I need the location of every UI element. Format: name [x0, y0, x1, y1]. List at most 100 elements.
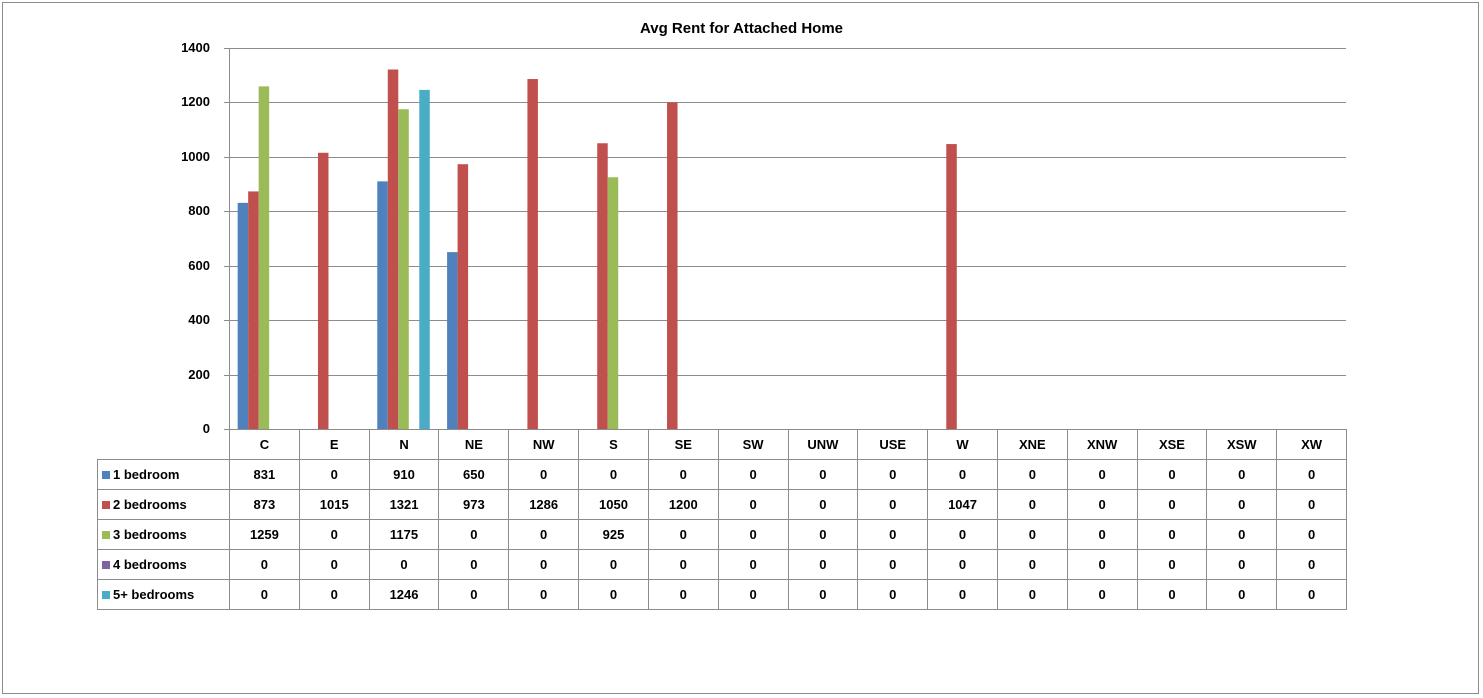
bar	[248, 191, 259, 429]
data-cell: 0	[1276, 549, 1347, 580]
data-cell: 0	[508, 549, 580, 580]
bar	[667, 102, 678, 429]
y-tick-label: 1400	[181, 40, 210, 55]
data-cell: 0	[1136, 519, 1208, 550]
data-cell: 0	[787, 489, 859, 520]
table-row: 1 bedroom 831 0 910 650 0 0 0 0 0 0 0 0 0 0 0 0	[97, 459, 1347, 490]
data-cell: 0	[927, 459, 998, 490]
data-cell: 0	[647, 549, 719, 580]
data-cell: 0	[508, 579, 580, 610]
data-table-header: C E N NE NW S SE SW UNW USE W XNE XNW XSE XSW XW	[97, 429, 1347, 460]
data-cell: 0	[717, 489, 789, 520]
x-tick-label: SW	[717, 429, 789, 460]
data-cell: 0	[1206, 579, 1278, 610]
data-cell: 0	[438, 579, 510, 610]
data-cell: 0	[647, 519, 719, 550]
data-cell: 1259	[229, 519, 300, 550]
data-table: C E N NE NW S SE SW UNW USE W XNE XNW XSE XSW XW 1 bedr…	[97, 429, 1347, 610]
data-cell: 0	[996, 549, 1068, 580]
legend-label: 3 bedrooms	[113, 527, 187, 542]
data-cell: 0	[298, 579, 370, 610]
data-cell: 1200	[647, 489, 719, 520]
data-cell: 0	[578, 579, 649, 610]
data-cell: 0	[1206, 549, 1278, 580]
data-cell: 650	[438, 459, 510, 490]
table-corner	[97, 429, 230, 460]
bar	[377, 181, 388, 429]
data-cell: 0	[508, 459, 580, 490]
data-cell: 0	[578, 549, 649, 580]
data-cell: 1047	[927, 489, 998, 520]
data-cell: 0	[1276, 579, 1347, 610]
data-cell: 1321	[368, 489, 440, 520]
bar	[527, 79, 538, 429]
data-cell: 0	[857, 519, 929, 550]
data-cell: 831	[229, 459, 300, 490]
x-tick-label: XW	[1276, 429, 1347, 460]
data-cell: 1015	[298, 489, 370, 520]
data-cell: 0	[787, 549, 859, 580]
legend-label: 5+ bedrooms	[113, 587, 195, 602]
data-cell: 0	[996, 489, 1068, 520]
data-cell: 0	[298, 459, 370, 490]
table-row: 2 bedrooms 873 1015 1321 973 1286 1050 1200 0 0 0 1…	[97, 489, 1347, 520]
data-cell: 0	[717, 549, 789, 580]
legend-entry: 5+ bedrooms	[97, 579, 230, 610]
bar	[237, 202, 249, 429]
data-cell: 0	[1066, 579, 1138, 610]
bar	[447, 252, 458, 429]
chart-title: Avg Rent for Attached Home	[639, 20, 844, 37]
data-cell: 0	[1276, 459, 1347, 490]
x-tick-label: NW	[508, 429, 580, 460]
data-cell: 0	[1206, 519, 1278, 550]
data-cell: 0	[996, 579, 1068, 610]
data-cell: 0	[857, 549, 929, 580]
data-cell: 0	[647, 579, 719, 610]
data-cell: 0	[1136, 459, 1208, 490]
data-cell: 0	[578, 459, 649, 490]
data-cell: 0	[717, 459, 789, 490]
data-cell: 0	[1136, 489, 1208, 520]
data-cell: 1246	[368, 579, 440, 610]
y-tick-label: 600	[188, 257, 210, 273]
data-cell: 0	[298, 549, 370, 580]
legend-entry: 1 bedroom	[97, 459, 230, 490]
data-cell: 925	[578, 519, 649, 550]
data-cell: 873	[229, 489, 300, 520]
data-cell: 0	[996, 459, 1068, 490]
data-cell: 0	[1066, 489, 1138, 520]
bar	[398, 109, 409, 429]
data-cell: 0	[1136, 549, 1208, 580]
bar	[419, 89, 430, 429]
x-tick-label: SE	[647, 429, 719, 460]
x-tick-label: UNW	[787, 429, 859, 460]
data-cell: 0	[996, 519, 1068, 550]
data-cell: 0	[1276, 489, 1347, 520]
bar	[457, 164, 469, 429]
bar	[317, 152, 329, 429]
y-tick-label: 200	[188, 366, 210, 382]
data-cell: 0	[438, 519, 510, 550]
x-tick-label: XNE	[996, 429, 1068, 460]
bar	[946, 144, 957, 430]
table-row: 4 bedrooms 0 0 0 0 0 0 0 0 0 0 0 0 0 0 0 0	[97, 549, 1347, 580]
data-cell: 0	[229, 549, 300, 580]
x-tick-label: E	[298, 429, 370, 460]
data-cell: 0	[927, 579, 998, 610]
y-tick-label: 800	[188, 203, 210, 219]
y-tick-label: 0	[202, 421, 210, 436]
x-tick-label: NE	[438, 429, 510, 460]
data-cell: 0	[857, 459, 929, 490]
x-tick-label: C	[229, 429, 300, 460]
table-row: 3 bedrooms 1259 0 1175 0 0 925 0 0 0 0 0 0 0 0 0 0	[97, 519, 1347, 550]
data-cell: 0	[857, 579, 929, 610]
legend-key	[102, 561, 110, 569]
y-tick-label: 1200	[181, 94, 210, 110]
x-tick-label: S	[578, 429, 649, 460]
x-tick-label: XNW	[1066, 429, 1138, 460]
data-cell: 0	[298, 519, 370, 550]
x-tick-label: N	[368, 429, 440, 460]
legend-key	[102, 591, 110, 599]
data-cell: 0	[1066, 459, 1138, 490]
x-tick-label: XSW	[1206, 429, 1278, 460]
